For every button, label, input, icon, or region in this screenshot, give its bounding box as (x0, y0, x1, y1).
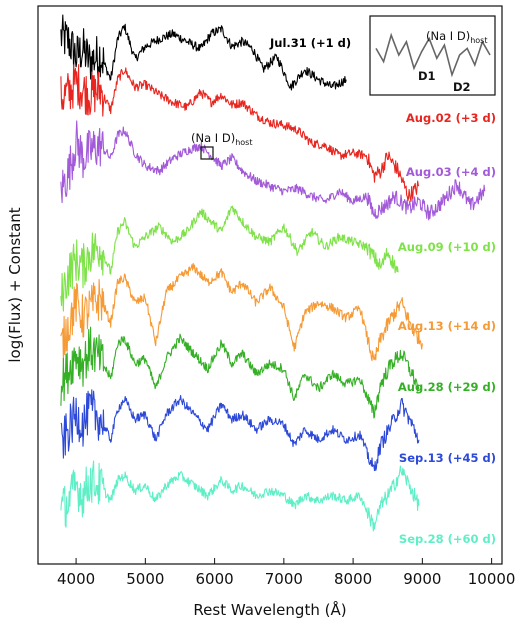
inset-d2-label: D2 (453, 80, 471, 94)
y-axis-title: log(Flux) + Constant (6, 207, 24, 362)
x-axis-ticks: 4000 5000 6000 7000 8000 9000 10000 (57, 558, 515, 588)
spectrum-line-3 (60, 120, 486, 221)
inset-label: (Na I D)host (426, 29, 487, 45)
plot-frame (37, 5, 503, 565)
series-label-5: Aug.13 (+14 d) (398, 319, 496, 333)
series-label-7: Sep.13 (+45 d) (399, 451, 496, 465)
series-label-2: Aug.02 (+3 d) (406, 111, 496, 125)
x-tick-label: 4000 (57, 570, 95, 588)
inset-d1-label: D1 (418, 69, 436, 83)
x-tick-label: 10000 (468, 570, 516, 588)
inset-frame (369, 15, 496, 96)
inset-panel: (Na I D)host D1 D2 (369, 15, 496, 96)
spectrum-line-7 (60, 389, 420, 472)
series-label-1: Jul.31 (+1 d) (269, 36, 351, 50)
x-tick-label: 6000 (196, 570, 234, 588)
inset-label-sub: host (470, 36, 487, 45)
x-tick-label: 9000 (403, 570, 441, 588)
nai-d-marker-box (200, 146, 214, 160)
inset-spectrum-line (375, 32, 491, 78)
x-tick-label: 7000 (265, 570, 303, 588)
spectra-series (60, 14, 486, 532)
spectrum-line-6 (60, 326, 420, 419)
nai-d-main-sub: host (235, 138, 252, 147)
series-label-6: Aug.28 (+29 d) (398, 380, 496, 394)
spectrum-line-2 (60, 64, 420, 202)
x-tick-label: 8000 (334, 570, 372, 588)
series-labels: Jul.31 (+1 d) Aug.02 (+3 d) Aug.03 (+4 d) A… (269, 36, 496, 546)
series-label-4: Aug.09 (+10 d) (398, 240, 496, 254)
nai-d-main-text: (Na I D) (191, 131, 235, 145)
spectrum-line-5 (60, 262, 423, 363)
spectrum-line-4 (60, 205, 399, 312)
spectrum-line-1 (60, 14, 347, 91)
series-label-8: Sep.28 (+60 d) (399, 532, 496, 546)
inset-label-text: (Na I D) (426, 29, 470, 43)
nai-d-main-label: (Na I D)host (191, 131, 252, 147)
spectrum-line-8 (60, 460, 420, 532)
x-tick-label: 5000 (126, 570, 164, 588)
x-axis-title: Rest Wavelength (Å) (193, 600, 346, 619)
series-label-3: Aug.03 (+4 d) (406, 165, 496, 179)
